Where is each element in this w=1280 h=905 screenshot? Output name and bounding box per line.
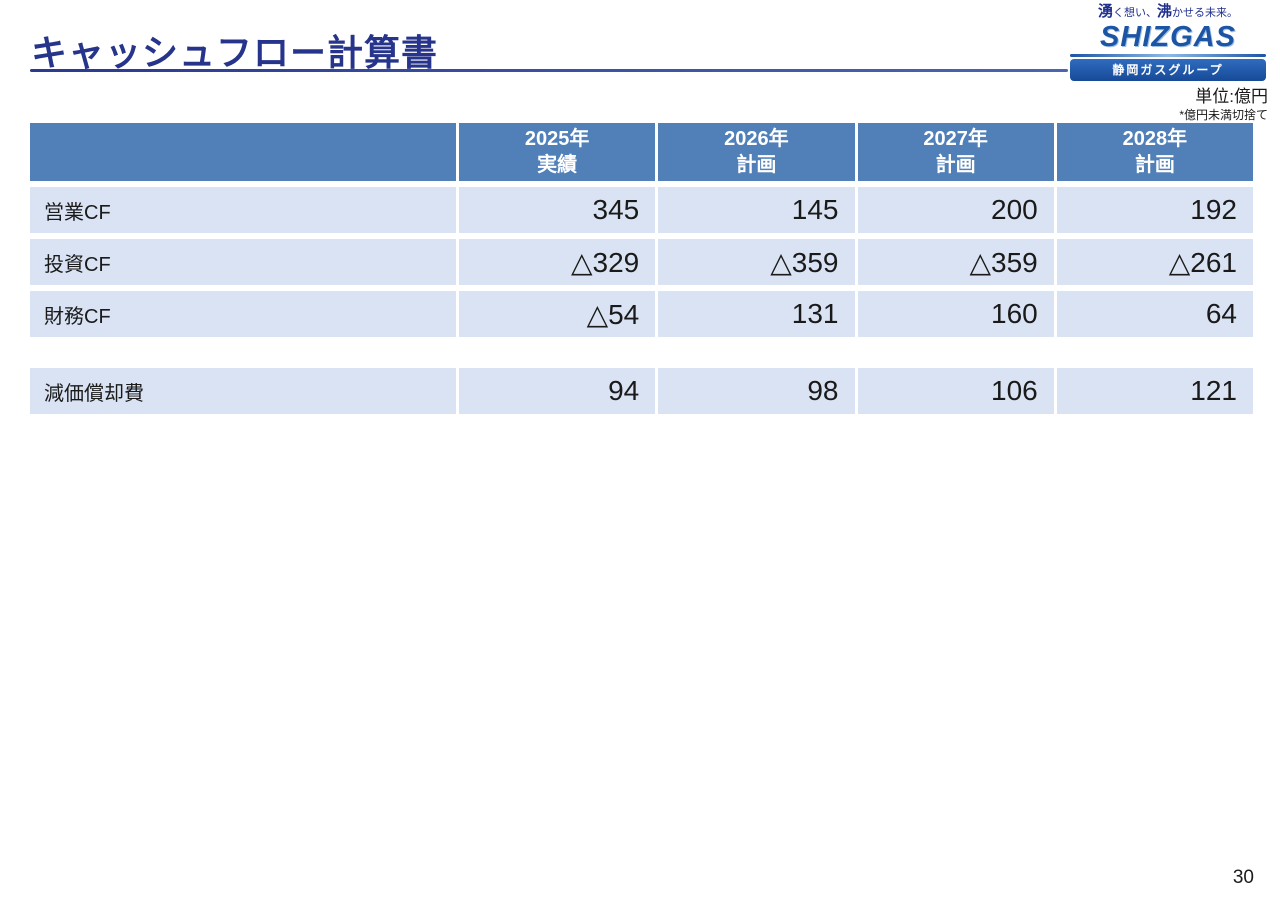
cell-value: 345 xyxy=(459,187,656,233)
cell-value: 121 xyxy=(1056,368,1253,414)
company-logo: 湧く想い、沸かせる未来。 SHIZGAS 静岡ガスグループ xyxy=(1070,4,1266,81)
unit-note: 単位:億円 xyxy=(1195,87,1268,106)
header-year: 2028年 xyxy=(1122,128,1188,150)
tagline-text-1: く想い、 xyxy=(1113,7,1157,19)
page-title: キャッシュフロー計算書 xyxy=(31,32,439,73)
cell-value: 200 xyxy=(857,187,1054,233)
cell-value: 145 xyxy=(658,187,855,233)
depreciation-grid: 減価償却費 94 98 106 121 xyxy=(30,368,1253,414)
header-year: 2027年 xyxy=(923,128,988,150)
cell-value: 64 xyxy=(1056,291,1253,337)
tagline-accent-1: 湧 xyxy=(1097,3,1113,20)
table-header-empty xyxy=(30,123,456,181)
table-header-2028: 2028年 計画 xyxy=(1056,123,1253,181)
header-type: 計画 xyxy=(935,154,976,176)
table-header-2026: 2026年 計画 xyxy=(658,123,855,181)
tagline-accent-2: 沸 xyxy=(1157,3,1173,20)
cell-value: 160 xyxy=(857,291,1054,337)
cell-value: △359 xyxy=(857,239,1054,285)
tagline-text-2: かせる未来。 xyxy=(1172,7,1239,19)
cell-value: 106 xyxy=(857,368,1054,414)
logo-underline xyxy=(1070,54,1266,57)
header-type: 実績 xyxy=(537,154,578,176)
cashflow-table: 2025年 実績 2026年 計画 2027年 計画 2028年 計画 営業CF… xyxy=(30,123,1253,414)
table-header-2027: 2027年 計画 xyxy=(857,123,1054,181)
cell-value: 192 xyxy=(1056,187,1253,233)
page-number: 30 xyxy=(1232,867,1254,888)
header-type: 計画 xyxy=(736,154,777,176)
shizgas-logo: SHIZGAS xyxy=(1100,21,1236,53)
header-type: 計画 xyxy=(1134,154,1175,176)
logo-tagline: 湧く想い、沸かせる未来。 xyxy=(1070,4,1266,21)
row-label-depreciation: 減価償却費 xyxy=(30,368,456,414)
header-year: 2025年 xyxy=(524,128,590,150)
cell-value: △329 xyxy=(459,239,656,285)
cell-value: 98 xyxy=(658,368,855,414)
cell-value: △54 xyxy=(459,291,656,337)
cell-value: 94 xyxy=(459,368,656,414)
rounding-note: *億円未満切捨て xyxy=(1179,108,1268,122)
logo-group-label: 静岡ガスグループ xyxy=(1070,59,1266,81)
cell-value: △359 xyxy=(658,239,855,285)
cell-value: 131 xyxy=(658,291,855,337)
title-underline xyxy=(30,69,1068,72)
table-header-2025: 2025年 実績 xyxy=(459,123,656,181)
cashflow-main-grid: 2025年 実績 2026年 計画 2027年 計画 2028年 計画 営業CF… xyxy=(30,123,1253,337)
row-label-investing-cf: 投資CF xyxy=(30,239,456,285)
cell-value: △261 xyxy=(1056,239,1253,285)
row-label-financing-cf: 財務CF xyxy=(30,291,456,337)
row-label-operating-cf: 営業CF xyxy=(30,187,456,233)
header-year: 2026年 xyxy=(724,128,789,150)
